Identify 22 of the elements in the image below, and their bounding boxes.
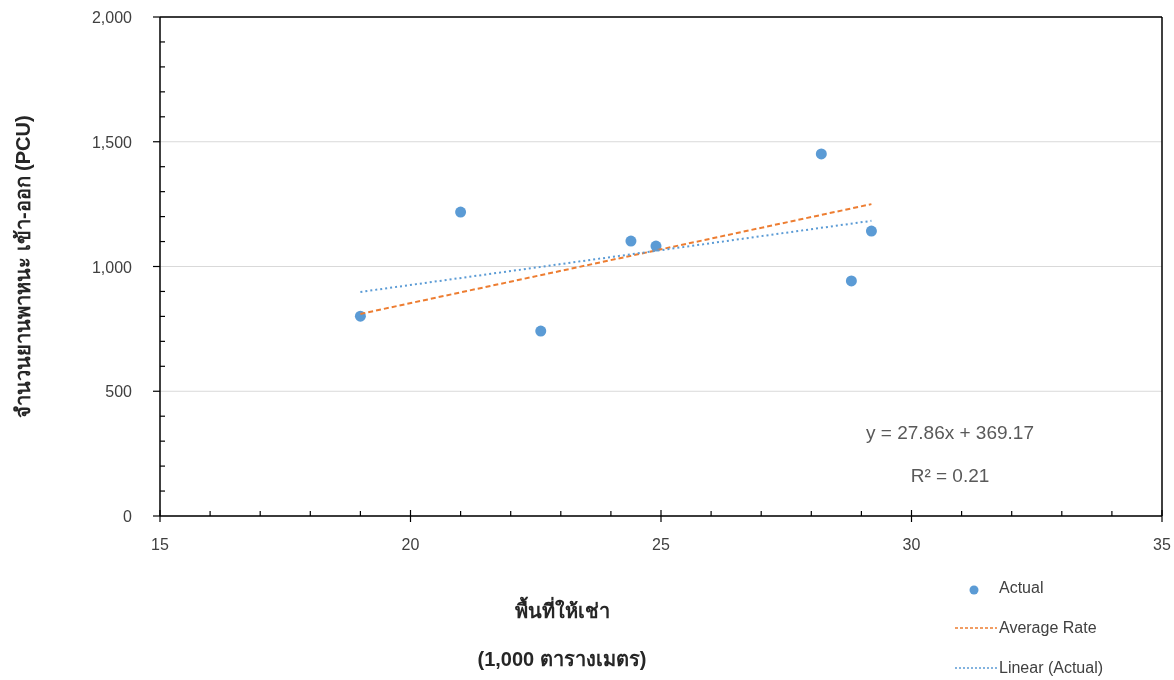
y-tick-label: 1,000 [91, 258, 133, 276]
legend-label: Actual [999, 579, 1044, 596]
x-tick-label: 35 [1153, 536, 1171, 553]
y-tick-label: 500 [105, 383, 133, 401]
point [455, 206, 467, 218]
point [815, 148, 827, 160]
legend-label: Average Rate [999, 619, 1097, 636]
y-tick-label: 0 [123, 508, 133, 525]
point [625, 235, 637, 247]
x-tick-label: 30 [902, 536, 921, 553]
y-axis-title: จำนวนยานพาหนะ เข้า-ออก (PCU) [12, 115, 34, 418]
x-tick-label: 25 [652, 536, 670, 553]
y-tick-label: 2,000 [91, 9, 133, 26]
point [865, 225, 877, 237]
y-tick-label: 1,500 [91, 133, 133, 151]
x-tick-label: 20 [401, 536, 420, 553]
annotation: y = 27.86x + 369.17 [866, 422, 1034, 443]
point [845, 275, 857, 287]
point [535, 325, 547, 337]
x-tick-label: 15 [151, 536, 169, 553]
annotation: R² = 0.21 [910, 465, 990, 486]
legend-label: Linear (Actual) [999, 659, 1104, 676]
